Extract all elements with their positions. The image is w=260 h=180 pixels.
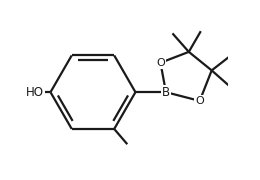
Text: O: O [195, 96, 204, 106]
Text: B: B [162, 86, 170, 99]
Text: O: O [156, 58, 165, 68]
Text: HO: HO [25, 86, 43, 99]
